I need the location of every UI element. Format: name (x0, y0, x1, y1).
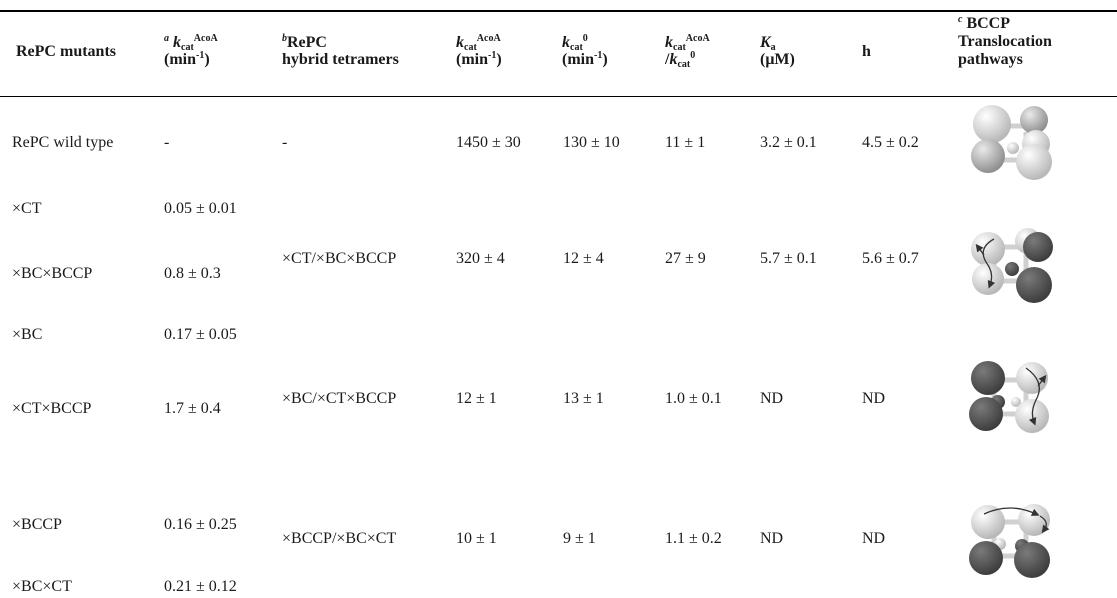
cell-ratio: 1.1 ± 0.2 (665, 530, 722, 547)
cell-hybrid: ×CT/×BC×BCCP (282, 250, 397, 267)
cell-mutant: ×BC×CT (12, 578, 72, 595)
cell-kcat: 1.7 ± 0.4 (164, 400, 221, 417)
header-kcat-hybrid: kcatAcoA (min-1) (456, 33, 502, 69)
cell-mutant: RePC wild type (12, 134, 114, 151)
cell-kcat: 0.8 ± 0.3 (164, 265, 221, 282)
cell-kcat-hybrid: 1450 ± 30 (456, 134, 521, 151)
cell-kcat-hybrid: 12 ± 1 (456, 390, 497, 407)
pathway-diagram-wild-type (971, 105, 1052, 180)
header-bccp: c BCCP Translocation pathways (958, 14, 1052, 69)
cell-ratio: 27 ± 9 (665, 250, 706, 267)
cell-mutant: ×CT (12, 200, 42, 217)
header-ratio: kcatAcoA /kcat0 (665, 33, 710, 70)
cell-mutant: ×BCCP (12, 516, 62, 533)
cell-h: 4.5 ± 0.2 (862, 134, 919, 151)
cell-ka: 3.2 ± 0.1 (760, 134, 817, 151)
table-header-rule (0, 96, 1117, 97)
cell-kcat-hybrid: 10 ± 1 (456, 530, 497, 547)
cell-mutant: ×BC×BCCP (12, 265, 93, 282)
cell-kcat: 0.16 ± 0.25 (164, 516, 237, 533)
table-top-rule (0, 10, 1117, 12)
cell-h: 5.6 ± 0.7 (862, 250, 919, 267)
cell-kcat: - (164, 134, 170, 151)
header-k0: kcat0 (min-1) (562, 33, 608, 69)
cell-ka: ND (760, 390, 784, 407)
cell-k0: 130 ± 10 (563, 134, 620, 151)
pathway-diagram-bc-ct-bccp (969, 361, 1049, 433)
cell-hybrid: - (282, 134, 288, 151)
header-kcat: a kcatAcoA (min-1) (164, 33, 218, 69)
cell-kcat: 0.05 ± 0.01 (164, 200, 237, 217)
header-hybrid: bRePC hybrid tetramers (282, 33, 399, 69)
cell-mutant: ×CT×BCCP (12, 400, 92, 417)
cell-h: ND (862, 530, 886, 547)
cell-hybrid: ×BCCP/×BC×CT (282, 530, 397, 547)
cell-ka: ND (760, 530, 784, 547)
cell-kcat: 0.21 ± 0.12 (164, 578, 237, 595)
cell-k0: 12 ± 4 (563, 250, 604, 267)
cell-mutant: ×BC (12, 326, 43, 343)
cell-kcat-hybrid: 320 ± 4 (456, 250, 505, 267)
pathway-diagram-ct-bc-bccp (971, 228, 1053, 303)
cell-ratio: 1.0 ± 0.1 (665, 390, 722, 407)
cell-h: ND (862, 390, 886, 407)
header-h: h (862, 43, 871, 60)
cell-ka: 5.7 ± 0.1 (760, 250, 817, 267)
cell-ratio: 11 ± 1 (665, 134, 706, 151)
pathway-diagram-bccp-bc-ct (969, 504, 1050, 578)
cell-hybrid: ×BC/×CT×BCCP (282, 390, 397, 407)
header-mutants: RePC mutants (16, 43, 116, 60)
cell-k0: 9 ± 1 (563, 530, 596, 547)
cell-kcat: 0.17 ± 0.05 (164, 326, 237, 343)
cell-k0: 13 ± 1 (563, 390, 604, 407)
header-ka: Ka (μM) (760, 34, 795, 68)
